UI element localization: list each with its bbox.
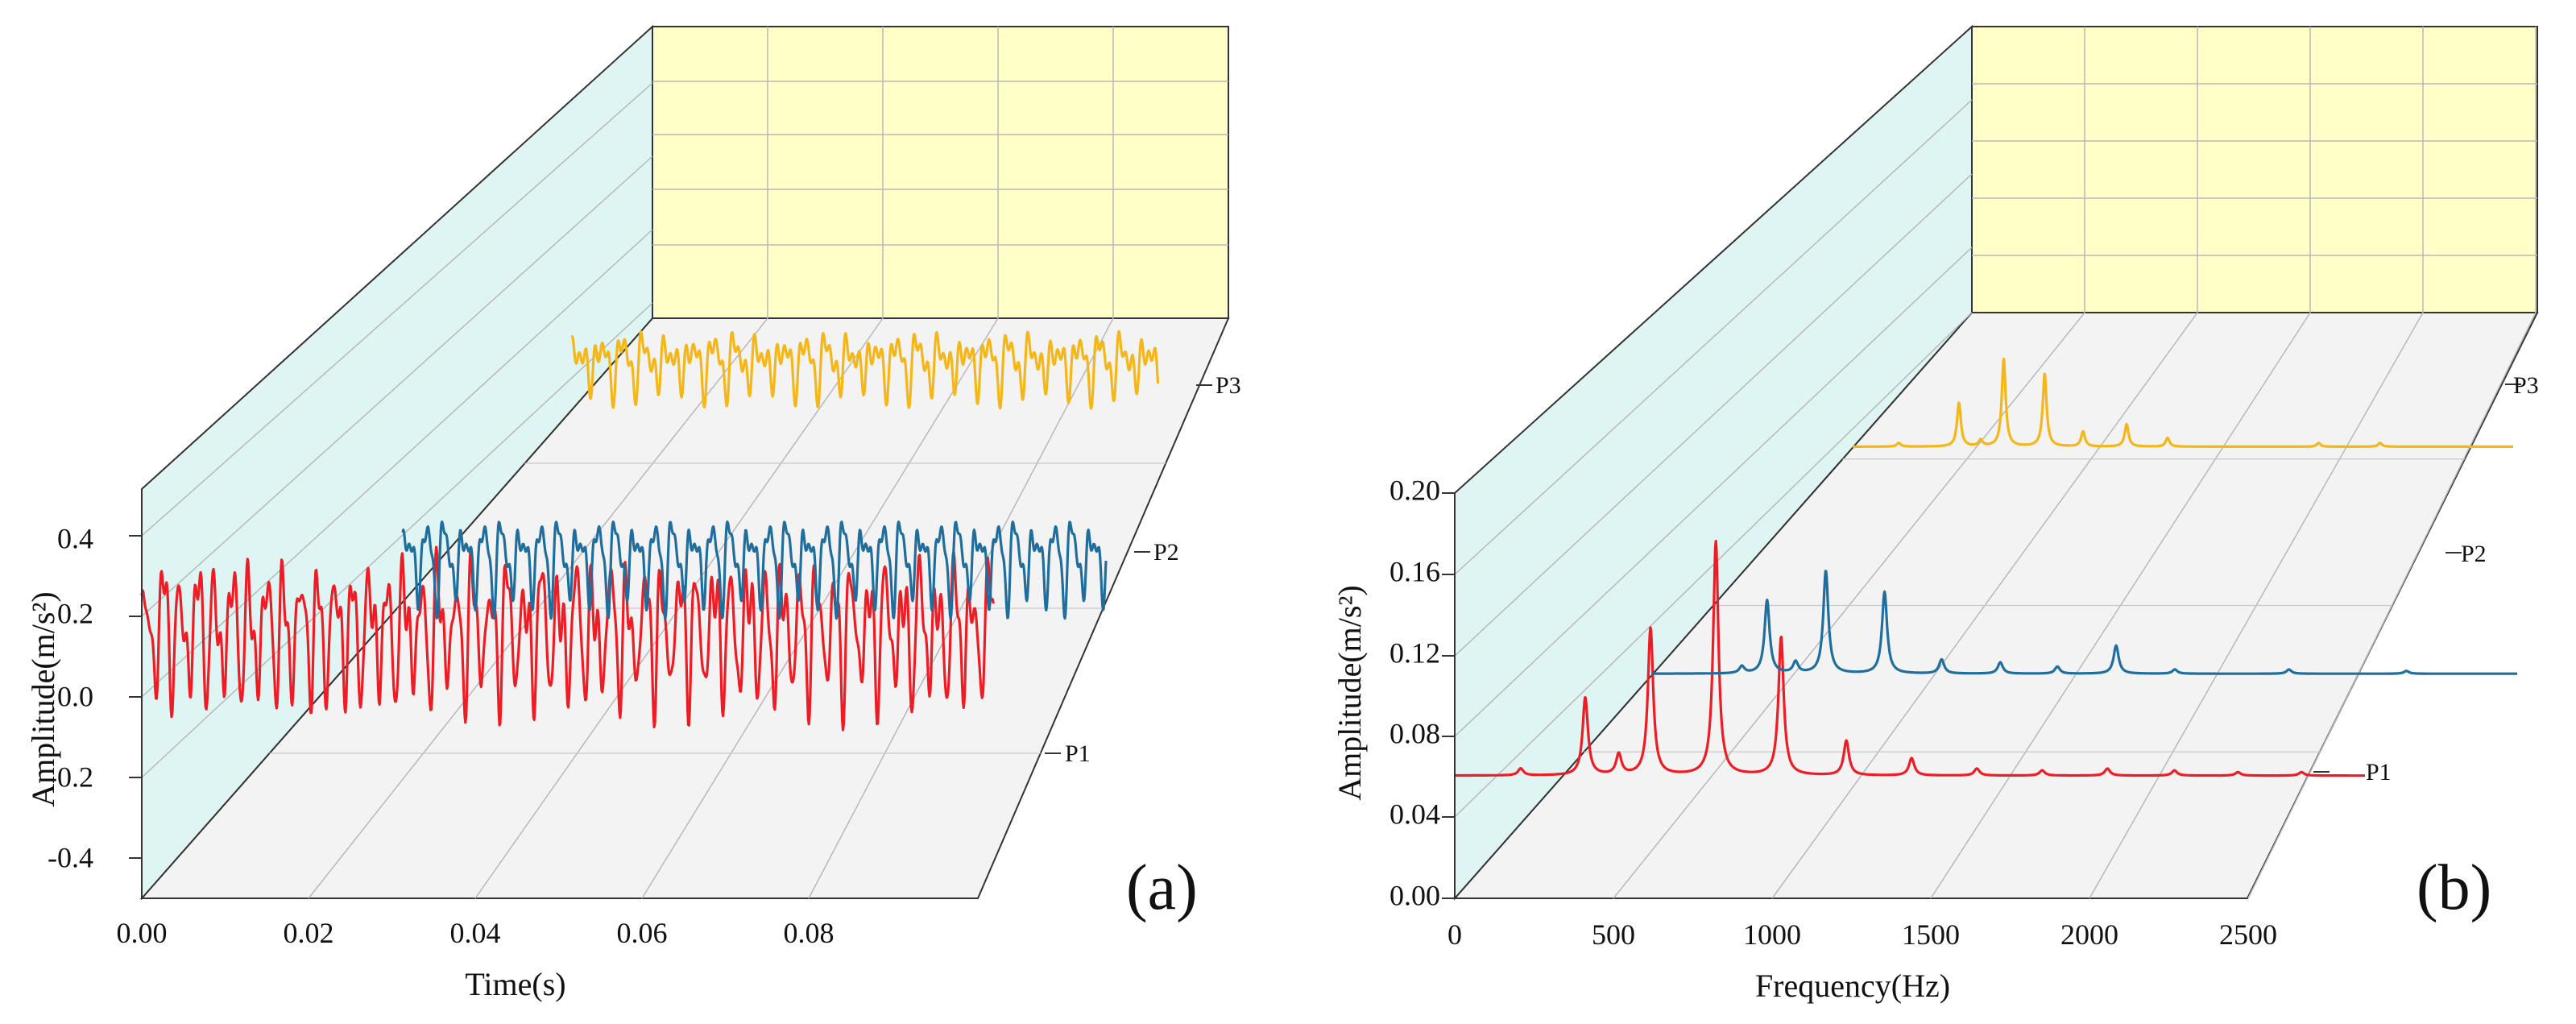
x-tick-label: 0.00 [117,917,168,949]
x-tick-label: 500 [1592,918,1635,951]
panel-b-series [1454,357,2518,777]
panel-b-back-wall [1971,26,2538,313]
side-grid-line [141,155,653,617]
y-tick-label: -0.4 [48,841,93,873]
y-tick-label: 0.20 [1389,474,1440,506]
x-tick-label: 0.02 [284,917,334,949]
panel-a-back-wall [652,26,1229,319]
y-tick-label: 0.16 [1389,555,1440,587]
panel-a-x-axis: 0.00 0.02 0.04 0.06 0.08 Time(s) [117,917,835,1002]
panel-b-y-axis: 0.20 0.16 0.12 0.08 0.04 0.00 Amplitude(… [1331,474,1456,911]
panel-a-y-axis: 0.4 0.2 0.0 -0.2 -0.4 Amplitude(m/s²) [25,489,143,898]
panel-b-x-axis-title: Frequency(Hz) [1755,968,1950,1004]
y-tick-label: 0.4 [57,522,93,554]
panel-a: 0.4 0.2 0.0 -0.2 -0.4 Amplitude(m/s²) 0.… [25,24,1241,1002]
panel-b-label: (b) [2417,852,2491,923]
x-tick-label: 0 [1447,918,1462,951]
side-grid-line [1454,173,1973,657]
x-tick-label: 0.04 [450,917,501,949]
z-tick-label-p2: P2 [2461,541,2487,567]
z-tick-label-p3: P3 [2513,372,2539,399]
x-tick-label: 0.06 [617,917,668,949]
series-line-p2 [1650,570,2518,675]
side-grid-line [141,82,653,537]
panel-b-x-axis: 0 500 1000 1500 2000 2500 Frequency(Hz) [1447,918,2277,1004]
panel-a-series [140,330,1160,732]
y-tick-label: 0.0 [57,680,93,712]
panel-a-x-axis-title: Time(s) [465,966,565,1002]
y-tick-label: 0.2 [57,597,93,629]
x-tick-label: 0.08 [784,917,835,949]
panel-b: 0.20 0.16 0.12 0.08 0.04 0.00 Amplitude(… [1331,24,2539,1004]
x-tick-label: 1500 [1902,918,1960,951]
side-grid-line [1454,99,1973,575]
x-tick-label: 1000 [1743,918,1801,951]
z-tick-label-p1: P1 [1065,740,1091,767]
side-grid-line [1454,312,1973,818]
z-tick-label-p2: P2 [1153,539,1179,566]
panel-a-z-axis: P1 P2 P3 [1045,372,1241,767]
side-grid-line [141,302,653,778]
y-tick-label: 0.12 [1389,636,1440,669]
series-line-p3 [570,330,1160,410]
panel-b-grid [1454,27,2537,899]
series-line-p1 [140,545,995,732]
y-tick-label: 0.04 [1389,798,1440,830]
y-tick-label: 0.00 [1389,879,1440,911]
panel-b-y-axis-title: Amplitude(m/s²) [1331,585,1368,801]
side-grid-line [1454,247,1973,737]
z-tick-label-p3: P3 [1216,372,1241,399]
series-line-p3 [1851,357,2515,448]
z-tick-label-p1: P1 [2366,759,2392,786]
x-tick-label: 2000 [2060,918,2118,951]
series-line-p2 [401,520,1108,620]
y-tick-label: -0.2 [48,761,93,793]
panel-a-y-axis-title: Amplitude(m/s²) [25,591,61,807]
panel-b-z-axis: P1 P2 P3 [2313,372,2539,786]
panel-a-label: (a) [1126,852,1198,923]
x-tick-label: 2500 [2219,918,2277,951]
series-line-p1 [1454,540,2366,777]
y-tick-label: 0.08 [1389,717,1440,749]
